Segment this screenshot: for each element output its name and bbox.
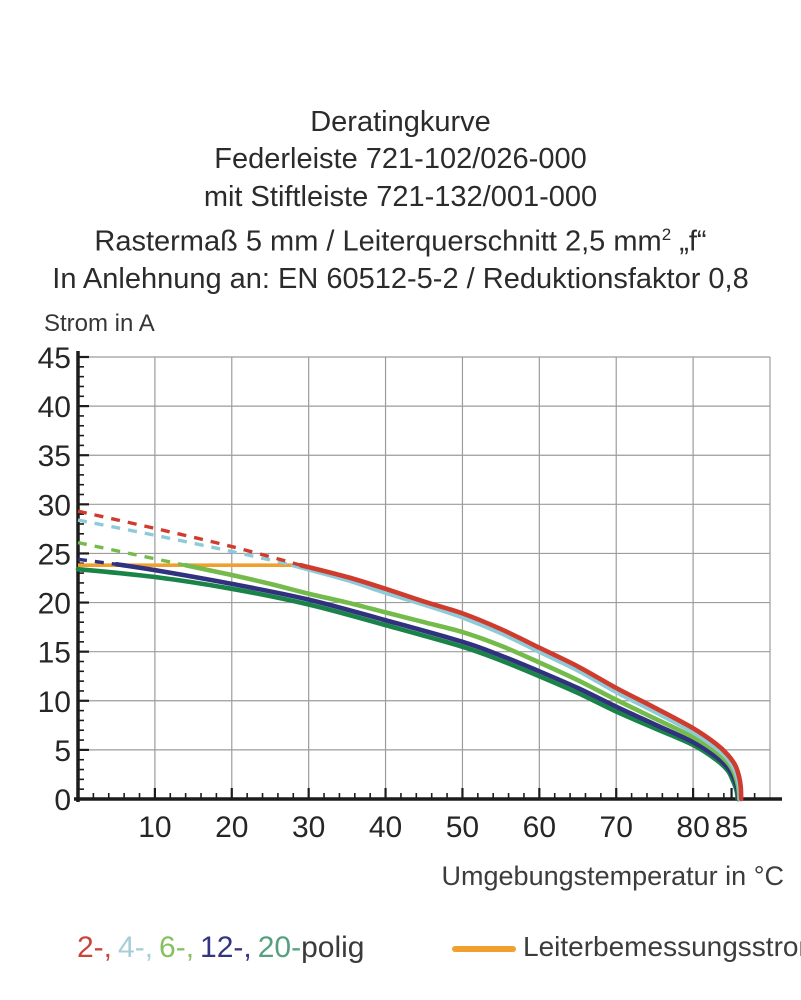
y-tick-label-20: 20 xyxy=(38,588,71,621)
chart-title-block: Deratingkurve Federleiste 721-102/026-00… xyxy=(0,104,801,299)
x-tick-label-70: 70 xyxy=(600,811,633,844)
rated-current-legend-label: Leiterbemessungsstrom xyxy=(523,931,801,962)
legend-pole-suffix: polig xyxy=(301,931,365,964)
x-tick-label-85: 85 xyxy=(715,811,748,844)
title-line-3: mit Stiftleiste 721-132/001-000 xyxy=(203,180,598,213)
y-axis-label: Strom in A xyxy=(44,310,155,337)
x-tick-label-10: 10 xyxy=(138,811,171,844)
rated-current-legend-swatch xyxy=(452,946,516,952)
y-tick-label-25: 25 xyxy=(38,538,71,571)
legend-item-20-polig: 20- xyxy=(257,931,302,964)
x-axis-label: Umgebungstemperatur in °C xyxy=(441,861,784,891)
title-line-2: Federleiste 721-102/026-000 xyxy=(214,143,587,176)
curve-2-polig-dashed xyxy=(77,509,302,567)
x-tick-label-40: 40 xyxy=(369,811,402,844)
curve-4-polig-dashed xyxy=(77,518,294,567)
x-tick-label-80: 80 xyxy=(676,811,709,844)
y-tick-label-15: 15 xyxy=(38,637,71,670)
legend-item-12-polig: 12-, xyxy=(200,931,252,964)
y-tick-label-35: 35 xyxy=(38,440,71,473)
curve-2-polig-solid xyxy=(298,562,744,802)
curve-6-polig-dashed xyxy=(77,540,186,567)
curve-12-polig-dashed xyxy=(77,557,117,566)
title-line-5: In Anlehnung an: EN 60512-5-2 / Reduktio… xyxy=(52,263,749,296)
curve-12-polig-solid xyxy=(114,561,741,802)
x-tick-label-50: 50 xyxy=(446,811,479,844)
y-tick-label-5: 5 xyxy=(54,735,71,768)
legend-item-6-polig: 6-, xyxy=(159,931,195,964)
legend-item-4-polig: 4-, xyxy=(118,931,154,964)
legend-item-2-polig: 2-, xyxy=(77,931,113,964)
x-tick-label-20: 20 xyxy=(215,811,248,844)
x-tick-label-60: 60 xyxy=(523,811,556,844)
y-tick-label-45: 45 xyxy=(38,342,71,375)
legend-pole-counts: 2-, 4-, 6-, 12-, 20-polig xyxy=(77,931,365,965)
title-line-4: Rastermaß 5 mm / Leiterquerschnitt 2,5 m… xyxy=(94,225,707,258)
y-tick-label-30: 30 xyxy=(38,489,71,522)
curve-20-polig-solid xyxy=(75,566,741,802)
curve-4-polig-solid xyxy=(290,562,743,802)
y-tick-label-0: 0 xyxy=(54,784,71,817)
y-tick-label-40: 40 xyxy=(38,391,71,424)
y-tick-label-10: 10 xyxy=(38,686,71,719)
x-tick-label-30: 30 xyxy=(292,811,325,844)
title-line-1: Deratingkurve xyxy=(310,106,491,138)
superscript-2: 2 xyxy=(661,225,672,245)
